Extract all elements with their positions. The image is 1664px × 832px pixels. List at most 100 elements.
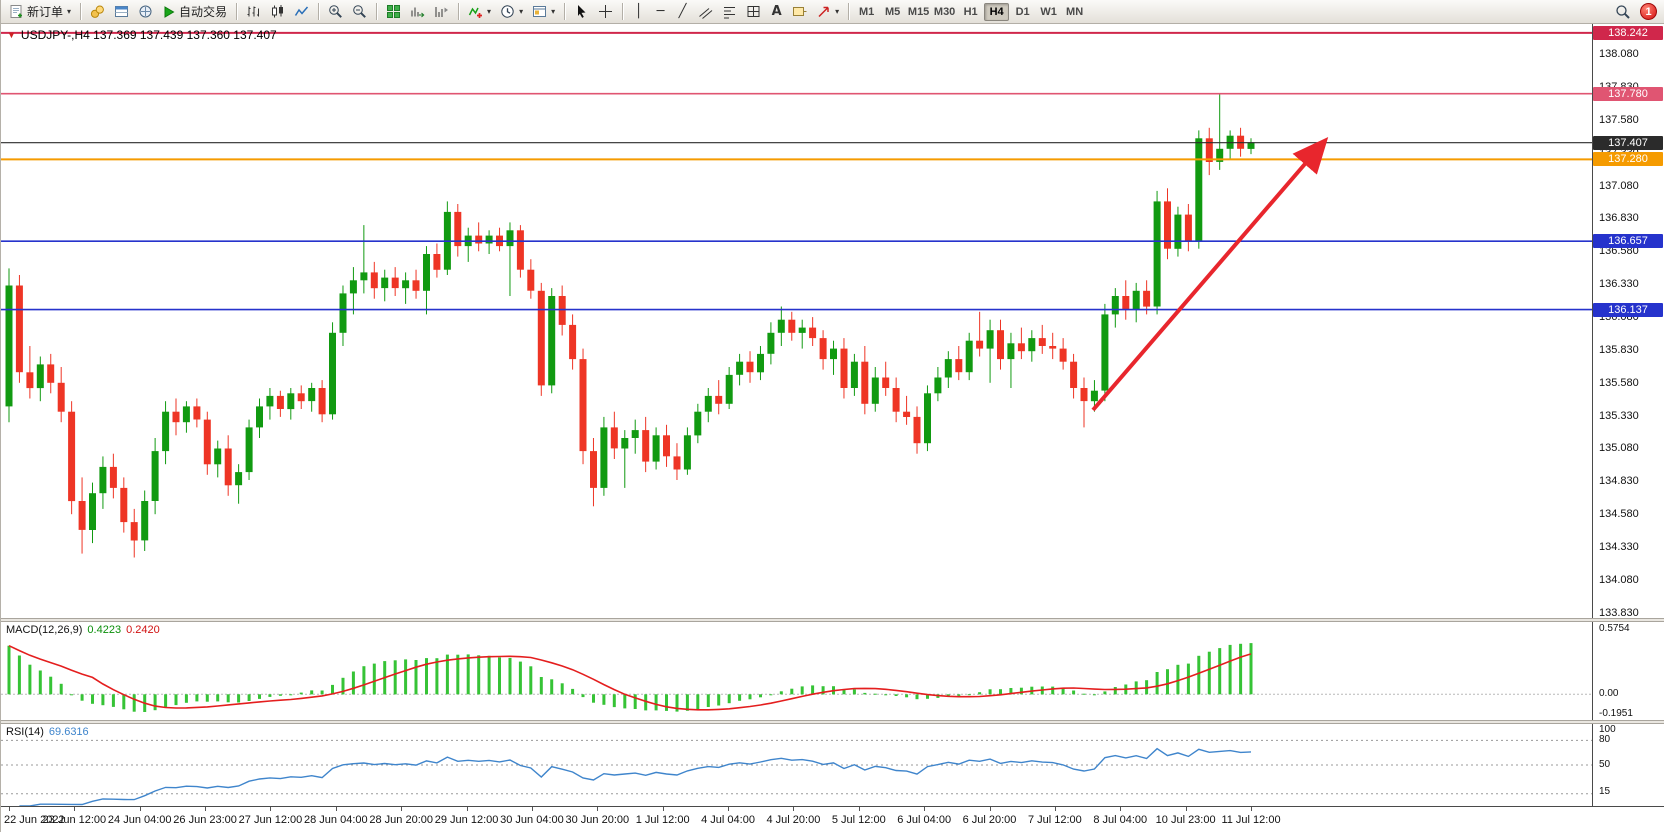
time-label: 4 Jul 20:00 (766, 814, 821, 826)
chart-shift-icon (434, 4, 449, 19)
market-watch-icon (90, 4, 105, 19)
time-label: 6 Jul 20:00 (962, 814, 1017, 826)
time-tick (1120, 807, 1122, 811)
rsi-axis: 100 80 50 15 (1593, 724, 1664, 806)
line-chart-button[interactable] (290, 2, 313, 22)
time-tick (597, 807, 599, 811)
timeframe-w1-button[interactable]: W1 (1040, 5, 1057, 18)
toolbar-separator (564, 3, 566, 20)
trendline-tool-button[interactable]: ╱ (672, 2, 693, 22)
price-tick: 134.080 (1599, 573, 1639, 586)
market-watch-button[interactable] (86, 2, 109, 22)
rsi-axis-15: 15 (1599, 786, 1611, 797)
label-icon (792, 4, 807, 19)
time-tick (793, 807, 795, 811)
candlestick-chart-button[interactable] (266, 2, 289, 22)
navigator-button[interactable] (134, 2, 157, 22)
label-tool-button[interactable] (788, 2, 811, 22)
chart-title: ▼ USDJPY-,H4 137.369 137.439 137.360 137… (7, 28, 277, 42)
chevron-down-icon: ▾ (487, 7, 492, 16)
rsi-axis-50: 50 (1599, 759, 1611, 770)
auto-trading-button[interactable]: 自动交易 (158, 2, 231, 22)
bar-chart-button[interactable] (242, 2, 265, 22)
time-label: 27 Jun 12:00 (238, 814, 303, 826)
time-tick (531, 807, 533, 811)
periods-button[interactable]: ▾ (496, 2, 527, 22)
zoom-in-button[interactable] (324, 2, 347, 22)
time-label: 28 Jun 04:00 (304, 814, 368, 826)
vertical-line-tool-button[interactable]: │ (628, 2, 649, 22)
macd-panel[interactable]: MACD(12,26,9) 0.4223 0.2420 (1, 622, 1593, 720)
new-order-button[interactable]: 新订单 ▾ (5, 2, 75, 22)
arrows-tool-button[interactable]: ▾ (812, 2, 843, 22)
macd-name: MACD(12,26,9) (6, 624, 83, 636)
macd-axis: 0.5754 0.00 -0.1951 (1593, 622, 1664, 720)
time-tick (662, 807, 664, 811)
timeframe-h4-button[interactable]: H4 (984, 2, 1010, 21)
price-tag: 137.407 (1593, 135, 1663, 150)
crosshair-tool-button[interactable] (594, 2, 617, 22)
text-tool-button[interactable]: A (766, 2, 787, 22)
macd-signal-value: 0.2420 (126, 624, 160, 636)
time-tick (270, 807, 272, 811)
timeframe-d1-button[interactable]: D1 (1015, 5, 1030, 18)
timeframe-m15-button[interactable]: M15 (907, 5, 930, 18)
notification-badge[interactable]: 1 (1640, 3, 1657, 20)
crosshair-icon (598, 4, 613, 19)
candlestick-chart-icon (270, 4, 285, 19)
panel-splitter[interactable] (1, 720, 1664, 724)
price-axis: 138.080137.830137.580137.330137.080136.8… (1593, 24, 1664, 618)
horizontal-line-tool-button[interactable]: ─ (650, 2, 671, 22)
rsi-value: 69.6316 (48, 726, 89, 738)
bar-chart-icon (246, 4, 261, 19)
channel-tool-button[interactable] (694, 2, 717, 22)
timeframe-h1-button[interactable]: H1 (963, 5, 978, 18)
time-label: 8 Jul 04:00 (1093, 814, 1148, 826)
timeframe-mn-button[interactable]: MN (1066, 5, 1084, 18)
macd-canvas[interactable] (1, 622, 1593, 720)
search-icon (1615, 4, 1631, 20)
timeframe-m5-button[interactable]: M5 (884, 5, 901, 18)
fibonacci-icon (722, 4, 737, 19)
shapes-tool-button[interactable] (742, 2, 765, 22)
price-tag: 136.137 (1593, 302, 1663, 317)
time-tick (466, 807, 468, 811)
candlestick-canvas[interactable] (1, 24, 1593, 618)
macd-axis-min: -0.1951 (1599, 708, 1633, 719)
macd-axis-max: 0.5754 (1599, 623, 1630, 634)
time-label: 30 Jun 20:00 (565, 814, 630, 826)
auto-trading-label: 自动交易 (179, 5, 228, 19)
price-tick: 135.330 (1599, 409, 1639, 422)
tile-windows-button[interactable] (382, 2, 405, 22)
chart-shift-button[interactable] (430, 2, 453, 22)
fibonacci-tool-button[interactable] (718, 2, 741, 22)
data-window-icon (114, 4, 129, 19)
rsi-axis-80: 80 (1599, 734, 1611, 745)
time-tick (1185, 807, 1187, 811)
time-tick (989, 807, 991, 811)
rsi-panel[interactable]: RSI(14) 69.6316 (1, 724, 1593, 806)
price-tick: 134.580 (1599, 508, 1639, 521)
price-tick: 135.580 (1599, 376, 1639, 389)
macd-axis-zero: 0.00 (1599, 688, 1619, 699)
zoom-out-button[interactable] (348, 2, 371, 22)
price-tag: 137.280 (1593, 152, 1663, 167)
cursor-tool-button[interactable] (570, 2, 593, 22)
time-label: 22 Jun 2022 (4, 814, 65, 826)
time-label: 24 Jun 04:00 (107, 814, 172, 826)
panel-splitter[interactable] (1, 618, 1664, 622)
templates-button[interactable]: ▾ (528, 2, 559, 22)
data-window-button[interactable] (110, 2, 133, 22)
price-chart[interactable]: ▼ USDJPY-,H4 137.369 137.439 137.360 137… (1, 24, 1593, 618)
rsi-canvas[interactable] (1, 724, 1593, 806)
timeframe-m30-button[interactable]: M30 (933, 5, 956, 18)
auto-scroll-button[interactable] (406, 2, 429, 22)
timeframe-m1-button[interactable]: M1 (858, 5, 875, 18)
rsi-label: RSI(14) 69.6316 (6, 726, 89, 738)
time-label: 30 Jun 04:00 (500, 814, 564, 826)
time-tick (858, 807, 860, 811)
search-button[interactable] (1611, 2, 1635, 22)
indicators-button[interactable]: ▾ (464, 2, 495, 22)
time-tick (139, 807, 141, 811)
time-tick (335, 807, 337, 811)
